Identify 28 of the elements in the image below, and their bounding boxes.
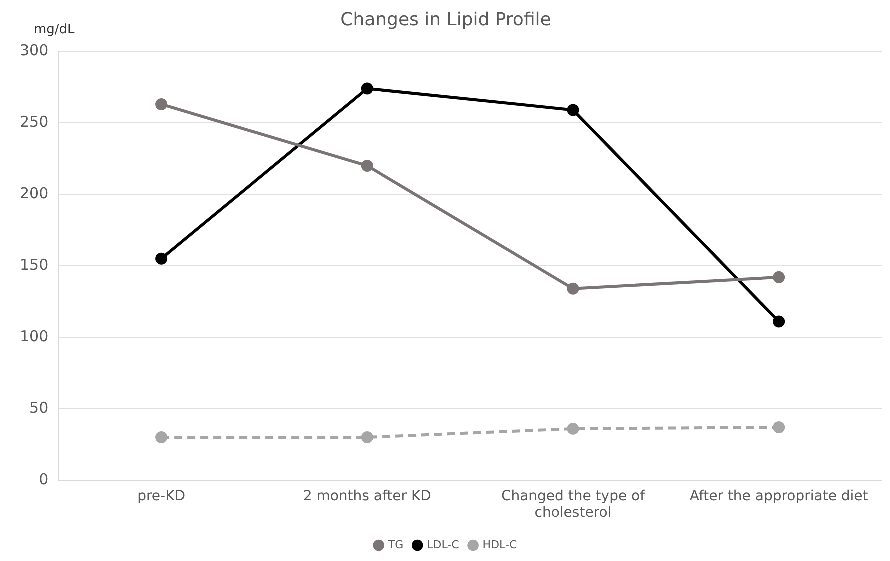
point <box>773 316 786 328</box>
y-tick-label: 0 <box>39 470 49 488</box>
point <box>361 432 374 444</box>
y-tick-label: 50 <box>30 398 49 417</box>
legend-label: LDL-C <box>427 538 460 552</box>
point <box>567 282 580 295</box>
point <box>361 82 374 95</box>
point <box>361 160 374 172</box>
legend-label: TG <box>387 538 404 552</box>
point <box>773 422 786 434</box>
x-tick-label: 2 months after KD <box>303 488 432 504</box>
chart-title: Changes in Lipid Profile <box>340 9 552 30</box>
y-tick-label: 100 <box>20 327 49 346</box>
point <box>156 432 168 444</box>
point <box>156 252 168 265</box>
x-tick-label: After the appropriate diet <box>690 488 869 504</box>
y-tick-label: 250 <box>20 112 49 131</box>
point <box>773 271 786 284</box>
x-tick-label: Changed the type of cholesterol <box>501 488 646 522</box>
y-tick-label: 300 <box>20 41 49 60</box>
point <box>156 98 168 110</box>
x-tick-label: pre-KD <box>138 488 186 504</box>
point <box>567 104 580 116</box>
point <box>567 422 580 435</box>
legend-label: HDL-C <box>482 538 518 552</box>
y-tick-label: 150 <box>20 256 49 274</box>
y-tick-label: 200 <box>20 184 49 202</box>
y-axis-title: mg/dL <box>34 22 76 38</box>
